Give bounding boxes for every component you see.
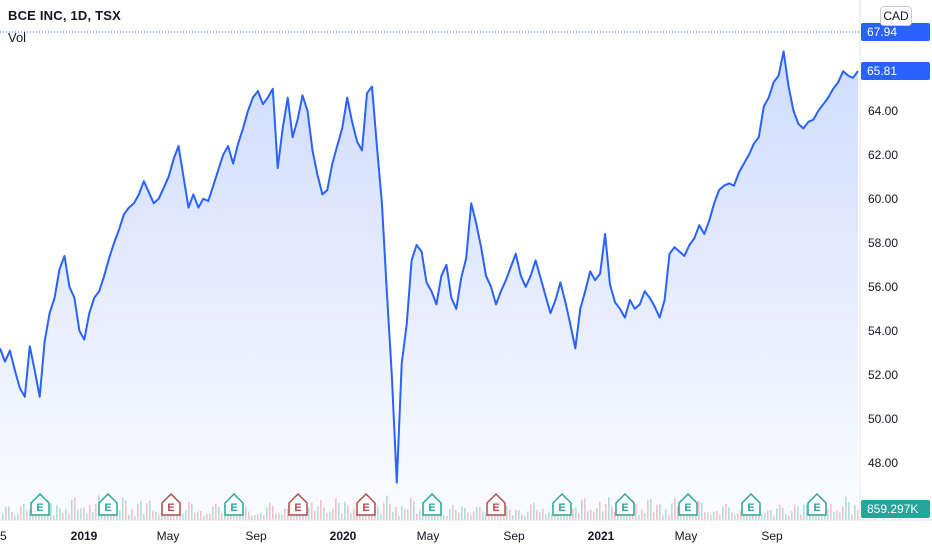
- volume-value-label: 859.297K: [867, 502, 918, 516]
- price-tick-label: 52.00: [868, 368, 898, 382]
- earnings-marker-label: E: [558, 502, 565, 514]
- price-tick-label: 50.00: [868, 412, 898, 426]
- earnings-marker: [422, 492, 442, 516]
- earnings-marker-label: E: [167, 502, 174, 514]
- time-axis-label: May: [417, 529, 440, 543]
- earnings-marker-label: E: [36, 502, 43, 514]
- earnings-marker-label: E: [747, 502, 754, 514]
- time-axis-label: May: [675, 529, 698, 543]
- time-axis-label: Sep: [761, 529, 783, 543]
- chart-title: BCE INC, 1D, TSX: [8, 8, 121, 23]
- time-axis-label: 2021: [588, 529, 615, 543]
- high-price-label: 67.94: [867, 25, 897, 39]
- currency-button[interactable]: CAD: [880, 6, 912, 26]
- price-tick-label: 62.00: [868, 148, 898, 162]
- earnings-marker-label: E: [813, 502, 820, 514]
- price-tick-label: 54.00: [868, 324, 898, 338]
- time-axis-label: 5: [0, 529, 7, 543]
- earnings-marker: [486, 492, 506, 516]
- last-price-label-bg: [861, 61, 930, 80]
- earnings-marker: [678, 492, 698, 516]
- price-tick-label: 64.00: [868, 104, 898, 118]
- earnings-marker: [30, 492, 50, 516]
- earnings-marker-label: E: [428, 502, 435, 514]
- earnings-marker: [741, 492, 761, 516]
- earnings-marker-label: E: [294, 502, 301, 514]
- high-price-label-bg: [861, 23, 930, 41]
- earnings-marker: [552, 492, 572, 516]
- price-line: [0, 50, 859, 484]
- price-area: [0, 51, 858, 521]
- earnings-marker-label: E: [621, 502, 628, 514]
- earnings-marker: [615, 492, 635, 516]
- earnings-marker: [356, 492, 376, 516]
- earnings-marker: [161, 492, 181, 516]
- price-tick-label: 56.00: [868, 280, 898, 294]
- last-price-label: 65.81: [867, 64, 897, 78]
- earnings-marker: [98, 492, 118, 516]
- price-tick-label: 48.00: [868, 456, 898, 470]
- earnings-marker-label: E: [362, 502, 369, 514]
- earnings-marker-label: E: [104, 502, 111, 514]
- earnings-marker-label: E: [230, 502, 237, 514]
- price-tick-label: 60.00: [868, 192, 898, 206]
- time-axis-label: 2019: [71, 529, 98, 543]
- volume-value-label-bg: [861, 500, 930, 518]
- time-axis-label: Sep: [503, 529, 525, 543]
- earnings-marker: [224, 492, 244, 516]
- time-axis-label: 2020: [330, 529, 357, 543]
- time-axis-label: May: [157, 529, 180, 543]
- price-tick-label: 58.00: [868, 236, 898, 250]
- earnings-marker: [288, 492, 308, 516]
- volume-legend-label: Vol: [8, 30, 27, 45]
- price-labels: 67.94 65.81 859.297K: [861, 23, 930, 518]
- time-axis-label: Sep: [245, 529, 267, 543]
- earnings-marker: [807, 492, 827, 516]
- price-axis[interactable]: 46.0048.0050.0052.0054.0056.0058.0060.00…: [868, 104, 898, 514]
- time-axis[interactable]: 5 2019 May Sep 2020 May Sep 2021 May Sep: [0, 529, 783, 543]
- earnings-marker-label: E: [492, 502, 499, 514]
- earnings-marker-label: E: [684, 502, 691, 514]
